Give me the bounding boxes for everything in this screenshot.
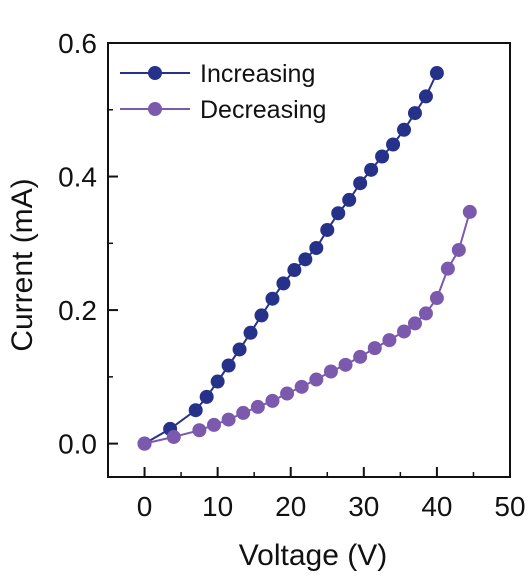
data-point (309, 240, 324, 255)
data-point (232, 342, 247, 357)
axes: 0 10 20 30 40 50 0.0 0.2 0.4 0.6 (58, 28, 526, 522)
data-point (287, 263, 302, 278)
legend-label: Increasing (200, 60, 315, 88)
data-point (276, 276, 291, 291)
data-point (440, 261, 455, 276)
legend-item-decreasing: Decreasing (120, 96, 326, 124)
legend-item-increasing: Increasing (120, 60, 315, 88)
data-point (309, 372, 324, 387)
x-tick-label: 50 (494, 491, 525, 522)
data-point (221, 412, 236, 427)
x-tick-label: 30 (348, 491, 379, 522)
legend: Increasing Decreasing (120, 60, 326, 124)
data-point (429, 291, 444, 306)
data-point (397, 324, 412, 339)
y-tick-label: 0.2 (58, 295, 97, 326)
data-point (418, 89, 433, 104)
y-tick-label: 0.6 (58, 28, 97, 59)
data-point (254, 308, 269, 323)
series-layer (137, 66, 477, 451)
data-point (338, 357, 353, 372)
data-point (250, 399, 265, 414)
data-point (280, 386, 295, 401)
data-point (331, 206, 346, 221)
series-decreasing (137, 204, 477, 451)
data-point (236, 405, 251, 420)
data-point (407, 106, 422, 121)
data-point (367, 341, 382, 356)
data-point (353, 176, 368, 191)
legend-marker (148, 66, 162, 80)
data-point (265, 291, 280, 306)
data-point (265, 393, 280, 408)
x-tick-label: 0 (137, 491, 153, 522)
data-point (166, 429, 181, 444)
data-point (462, 204, 477, 219)
data-point (210, 374, 225, 389)
data-point (221, 358, 236, 373)
x-tick-label: 20 (275, 491, 306, 522)
data-point (418, 306, 433, 321)
data-point (397, 122, 412, 137)
data-point (375, 149, 390, 164)
y-axis-title: Current (mA) (6, 178, 39, 351)
y-tick-label: 0.0 (58, 429, 97, 460)
data-point (429, 66, 444, 81)
data-point (382, 333, 397, 348)
data-point (243, 325, 258, 340)
x-tick-label: 10 (202, 491, 233, 522)
data-point (199, 389, 214, 404)
data-point (342, 192, 357, 207)
x-tick-label: 40 (421, 491, 452, 522)
legend-marker (148, 102, 162, 116)
data-point (298, 252, 313, 267)
data-point (206, 417, 221, 432)
x-axis-title: Voltage (V) (239, 539, 387, 572)
data-point (192, 423, 207, 438)
data-point (323, 364, 338, 379)
data-point (386, 137, 401, 152)
data-point (364, 162, 379, 177)
data-point (137, 436, 152, 451)
data-point (451, 242, 466, 257)
data-point (294, 379, 309, 394)
legend-label: Decreasing (200, 96, 326, 124)
plot-frame (107, 42, 511, 478)
data-point (188, 403, 203, 418)
data-point (320, 222, 335, 237)
y-tick-label: 0.4 (58, 162, 97, 193)
data-point (353, 349, 368, 364)
data-point (407, 316, 422, 331)
